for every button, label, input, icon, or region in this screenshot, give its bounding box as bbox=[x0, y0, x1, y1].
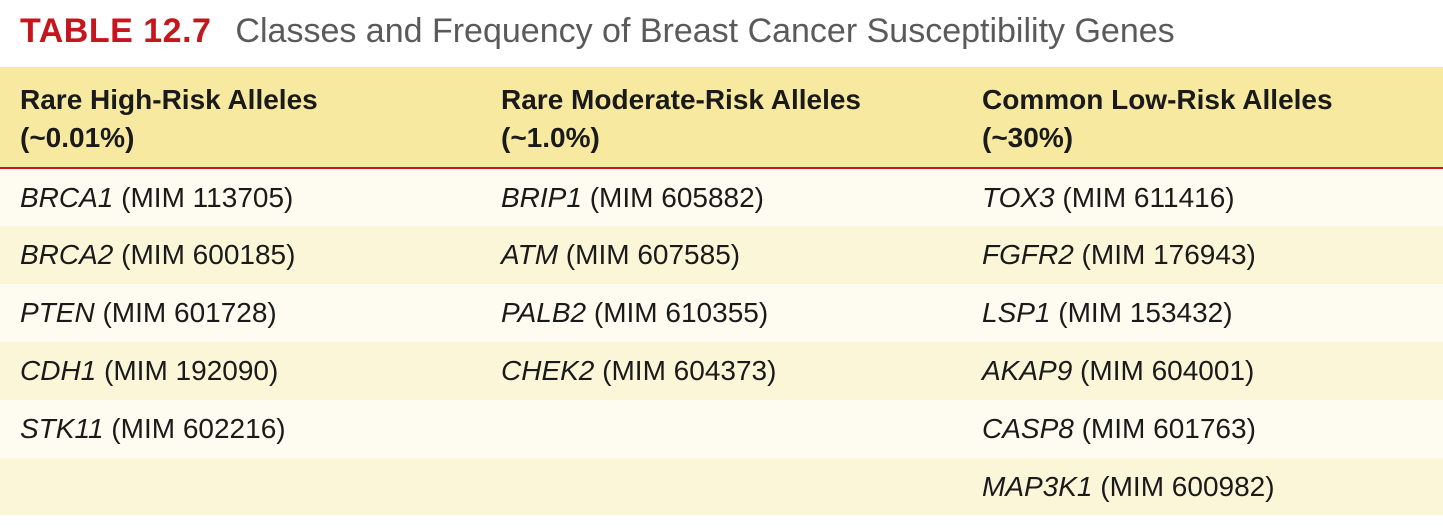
table-caption: TABLE 12.7 Classes and Frequency of Brea… bbox=[0, 0, 1443, 67]
table-cell: CASP8 (MIM 601763) bbox=[962, 400, 1443, 458]
table-cell bbox=[481, 458, 962, 516]
mim-id: (MIM 610355) bbox=[586, 297, 768, 328]
col-header-line2: (~30%) bbox=[982, 119, 1423, 157]
col-header-line1: Rare Moderate-Risk Alleles bbox=[501, 81, 942, 119]
gene-symbol: LSP1 bbox=[982, 297, 1051, 328]
header-row: Rare High-Risk Alleles (~0.01%) Rare Mod… bbox=[0, 67, 1443, 168]
table-body: BRCA1 (MIM 113705)BRIP1 (MIM 605882)TOX3… bbox=[0, 168, 1443, 516]
table-row: MAP3K1 (MIM 600982) bbox=[0, 458, 1443, 516]
mim-id: (MIM 153432) bbox=[1051, 297, 1233, 328]
gene-symbol: BRCA1 bbox=[20, 182, 113, 213]
col-header-line1: Rare High-Risk Alleles bbox=[20, 81, 461, 119]
table-cell bbox=[0, 458, 481, 516]
table-cell: FGFR2 (MIM 176943) bbox=[962, 226, 1443, 284]
col-header-low-risk: Common Low-Risk Alleles (~30%) bbox=[962, 67, 1443, 168]
gene-table: Rare High-Risk Alleles (~0.01%) Rare Mod… bbox=[0, 67, 1443, 515]
table-cell: CHEK2 (MIM 604373) bbox=[481, 342, 962, 400]
mim-id: (MIM 601763) bbox=[1074, 413, 1256, 444]
table-cell: TOX3 (MIM 611416) bbox=[962, 168, 1443, 227]
gene-symbol: PALB2 bbox=[501, 297, 586, 328]
mim-id: (MIM 604001) bbox=[1072, 355, 1254, 386]
gene-symbol: STK11 bbox=[20, 413, 104, 444]
table-cell: PALB2 (MIM 610355) bbox=[481, 284, 962, 342]
table-row: CDH1 (MIM 192090)CHEK2 (MIM 604373)AKAP9… bbox=[0, 342, 1443, 400]
gene-symbol: CHEK2 bbox=[501, 355, 594, 386]
mim-id: (MIM 604373) bbox=[594, 355, 776, 386]
gene-symbol: TOX3 bbox=[982, 182, 1055, 213]
gene-symbol: ATM bbox=[501, 239, 558, 270]
table-row: PTEN (MIM 601728)PALB2 (MIM 610355)LSP1 … bbox=[0, 284, 1443, 342]
table-row: BRCA1 (MIM 113705)BRIP1 (MIM 605882)TOX3… bbox=[0, 168, 1443, 227]
gene-symbol: FGFR2 bbox=[982, 239, 1074, 270]
table-cell: LSP1 (MIM 153432) bbox=[962, 284, 1443, 342]
mim-id: (MIM 607585) bbox=[558, 239, 740, 270]
gene-symbol: MAP3K1 bbox=[982, 471, 1093, 502]
col-header-high-risk: Rare High-Risk Alleles (~0.01%) bbox=[0, 67, 481, 168]
table-cell: MAP3K1 (MIM 600982) bbox=[962, 458, 1443, 516]
mim-id: (MIM 600982) bbox=[1093, 471, 1275, 502]
gene-symbol: BRCA2 bbox=[20, 239, 113, 270]
gene-symbol: PTEN bbox=[20, 297, 95, 328]
mim-id: (MIM 113705) bbox=[113, 182, 293, 213]
col-header-line2: (~1.0%) bbox=[501, 119, 942, 157]
gene-symbol: CASP8 bbox=[982, 413, 1074, 444]
table-number: TABLE 12.7 bbox=[20, 12, 211, 51]
mim-id: (MIM 611416) bbox=[1055, 182, 1235, 213]
table-cell: ATM (MIM 607585) bbox=[481, 226, 962, 284]
gene-symbol: AKAP9 bbox=[982, 355, 1072, 386]
gene-symbol: BRIP1 bbox=[501, 182, 582, 213]
col-header-moderate-risk: Rare Moderate-Risk Alleles (~1.0%) bbox=[481, 67, 962, 168]
table-cell: BRCA2 (MIM 600185) bbox=[0, 226, 481, 284]
col-header-line1: Common Low-Risk Alleles bbox=[982, 81, 1423, 119]
table-container: TABLE 12.7 Classes and Frequency of Brea… bbox=[0, 0, 1443, 515]
table-row: STK11 (MIM 602216) CASP8 (MIM 601763) bbox=[0, 400, 1443, 458]
table-cell: CDH1 (MIM 192090) bbox=[0, 342, 481, 400]
table-cell: BRIP1 (MIM 605882) bbox=[481, 168, 962, 227]
mim-id: (MIM 600185) bbox=[113, 239, 295, 270]
table-cell bbox=[481, 400, 962, 458]
table-cell: PTEN (MIM 601728) bbox=[0, 284, 481, 342]
table-title: Classes and Frequency of Breast Cancer S… bbox=[235, 12, 1174, 51]
mim-id: (MIM 605882) bbox=[582, 182, 764, 213]
col-header-line2: (~0.01%) bbox=[20, 119, 461, 157]
table-cell: STK11 (MIM 602216) bbox=[0, 400, 481, 458]
table-cell: BRCA1 (MIM 113705) bbox=[0, 168, 481, 227]
table-head: Rare High-Risk Alleles (~0.01%) Rare Mod… bbox=[0, 67, 1443, 168]
table-cell: AKAP9 (MIM 604001) bbox=[962, 342, 1443, 400]
gene-symbol: CDH1 bbox=[20, 355, 96, 386]
mim-id: (MIM 176943) bbox=[1074, 239, 1256, 270]
mim-id: (MIM 602216) bbox=[104, 413, 286, 444]
mim-id: (MIM 192090) bbox=[96, 355, 278, 386]
mim-id: (MIM 601728) bbox=[95, 297, 277, 328]
table-row: BRCA2 (MIM 600185)ATM (MIM 607585)FGFR2 … bbox=[0, 226, 1443, 284]
